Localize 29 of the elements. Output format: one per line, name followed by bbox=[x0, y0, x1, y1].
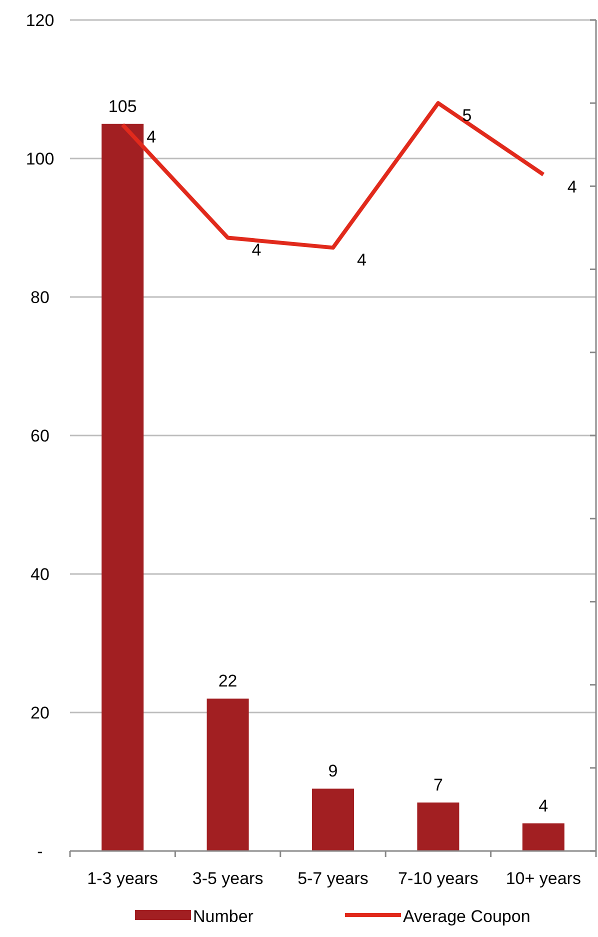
data-label: 22 bbox=[218, 672, 238, 691]
y-tick-label: 100 bbox=[26, 149, 54, 168]
y-tick-label: 60 bbox=[30, 426, 50, 446]
bar bbox=[522, 823, 564, 851]
data-label: 9 bbox=[328, 762, 338, 781]
data-label: 7 bbox=[433, 776, 443, 795]
y-tick-label: 80 bbox=[30, 288, 50, 307]
y-tick-label: 40 bbox=[30, 564, 50, 584]
bar bbox=[312, 788, 354, 851]
bar bbox=[102, 124, 144, 851]
x-tick-label: 5-7 years bbox=[298, 869, 368, 888]
x-tick-label: 7-10 years bbox=[398, 869, 478, 888]
y-tick-label: 20 bbox=[30, 703, 50, 722]
x-tick-label: 3-5 years bbox=[192, 869, 264, 888]
data-label: 5 bbox=[462, 106, 472, 126]
bar bbox=[206, 698, 249, 851]
data-label: 105 bbox=[108, 96, 137, 116]
data-label: 4 bbox=[567, 178, 577, 197]
data-label: 4 bbox=[538, 796, 548, 816]
x-tick-label: 10+ years bbox=[506, 869, 581, 888]
bar bbox=[417, 802, 460, 851]
y-tick-label: - bbox=[37, 842, 43, 861]
data-label: 4 bbox=[357, 250, 366, 270]
legend-label: Average Coupon bbox=[403, 907, 530, 926]
legend-label: Number bbox=[193, 907, 254, 926]
data-label: 4 bbox=[146, 128, 156, 147]
y-tick-label: 120 bbox=[26, 10, 54, 30]
data-label: 4 bbox=[252, 240, 262, 260]
x-tick-label: 1-3 years bbox=[87, 869, 158, 888]
